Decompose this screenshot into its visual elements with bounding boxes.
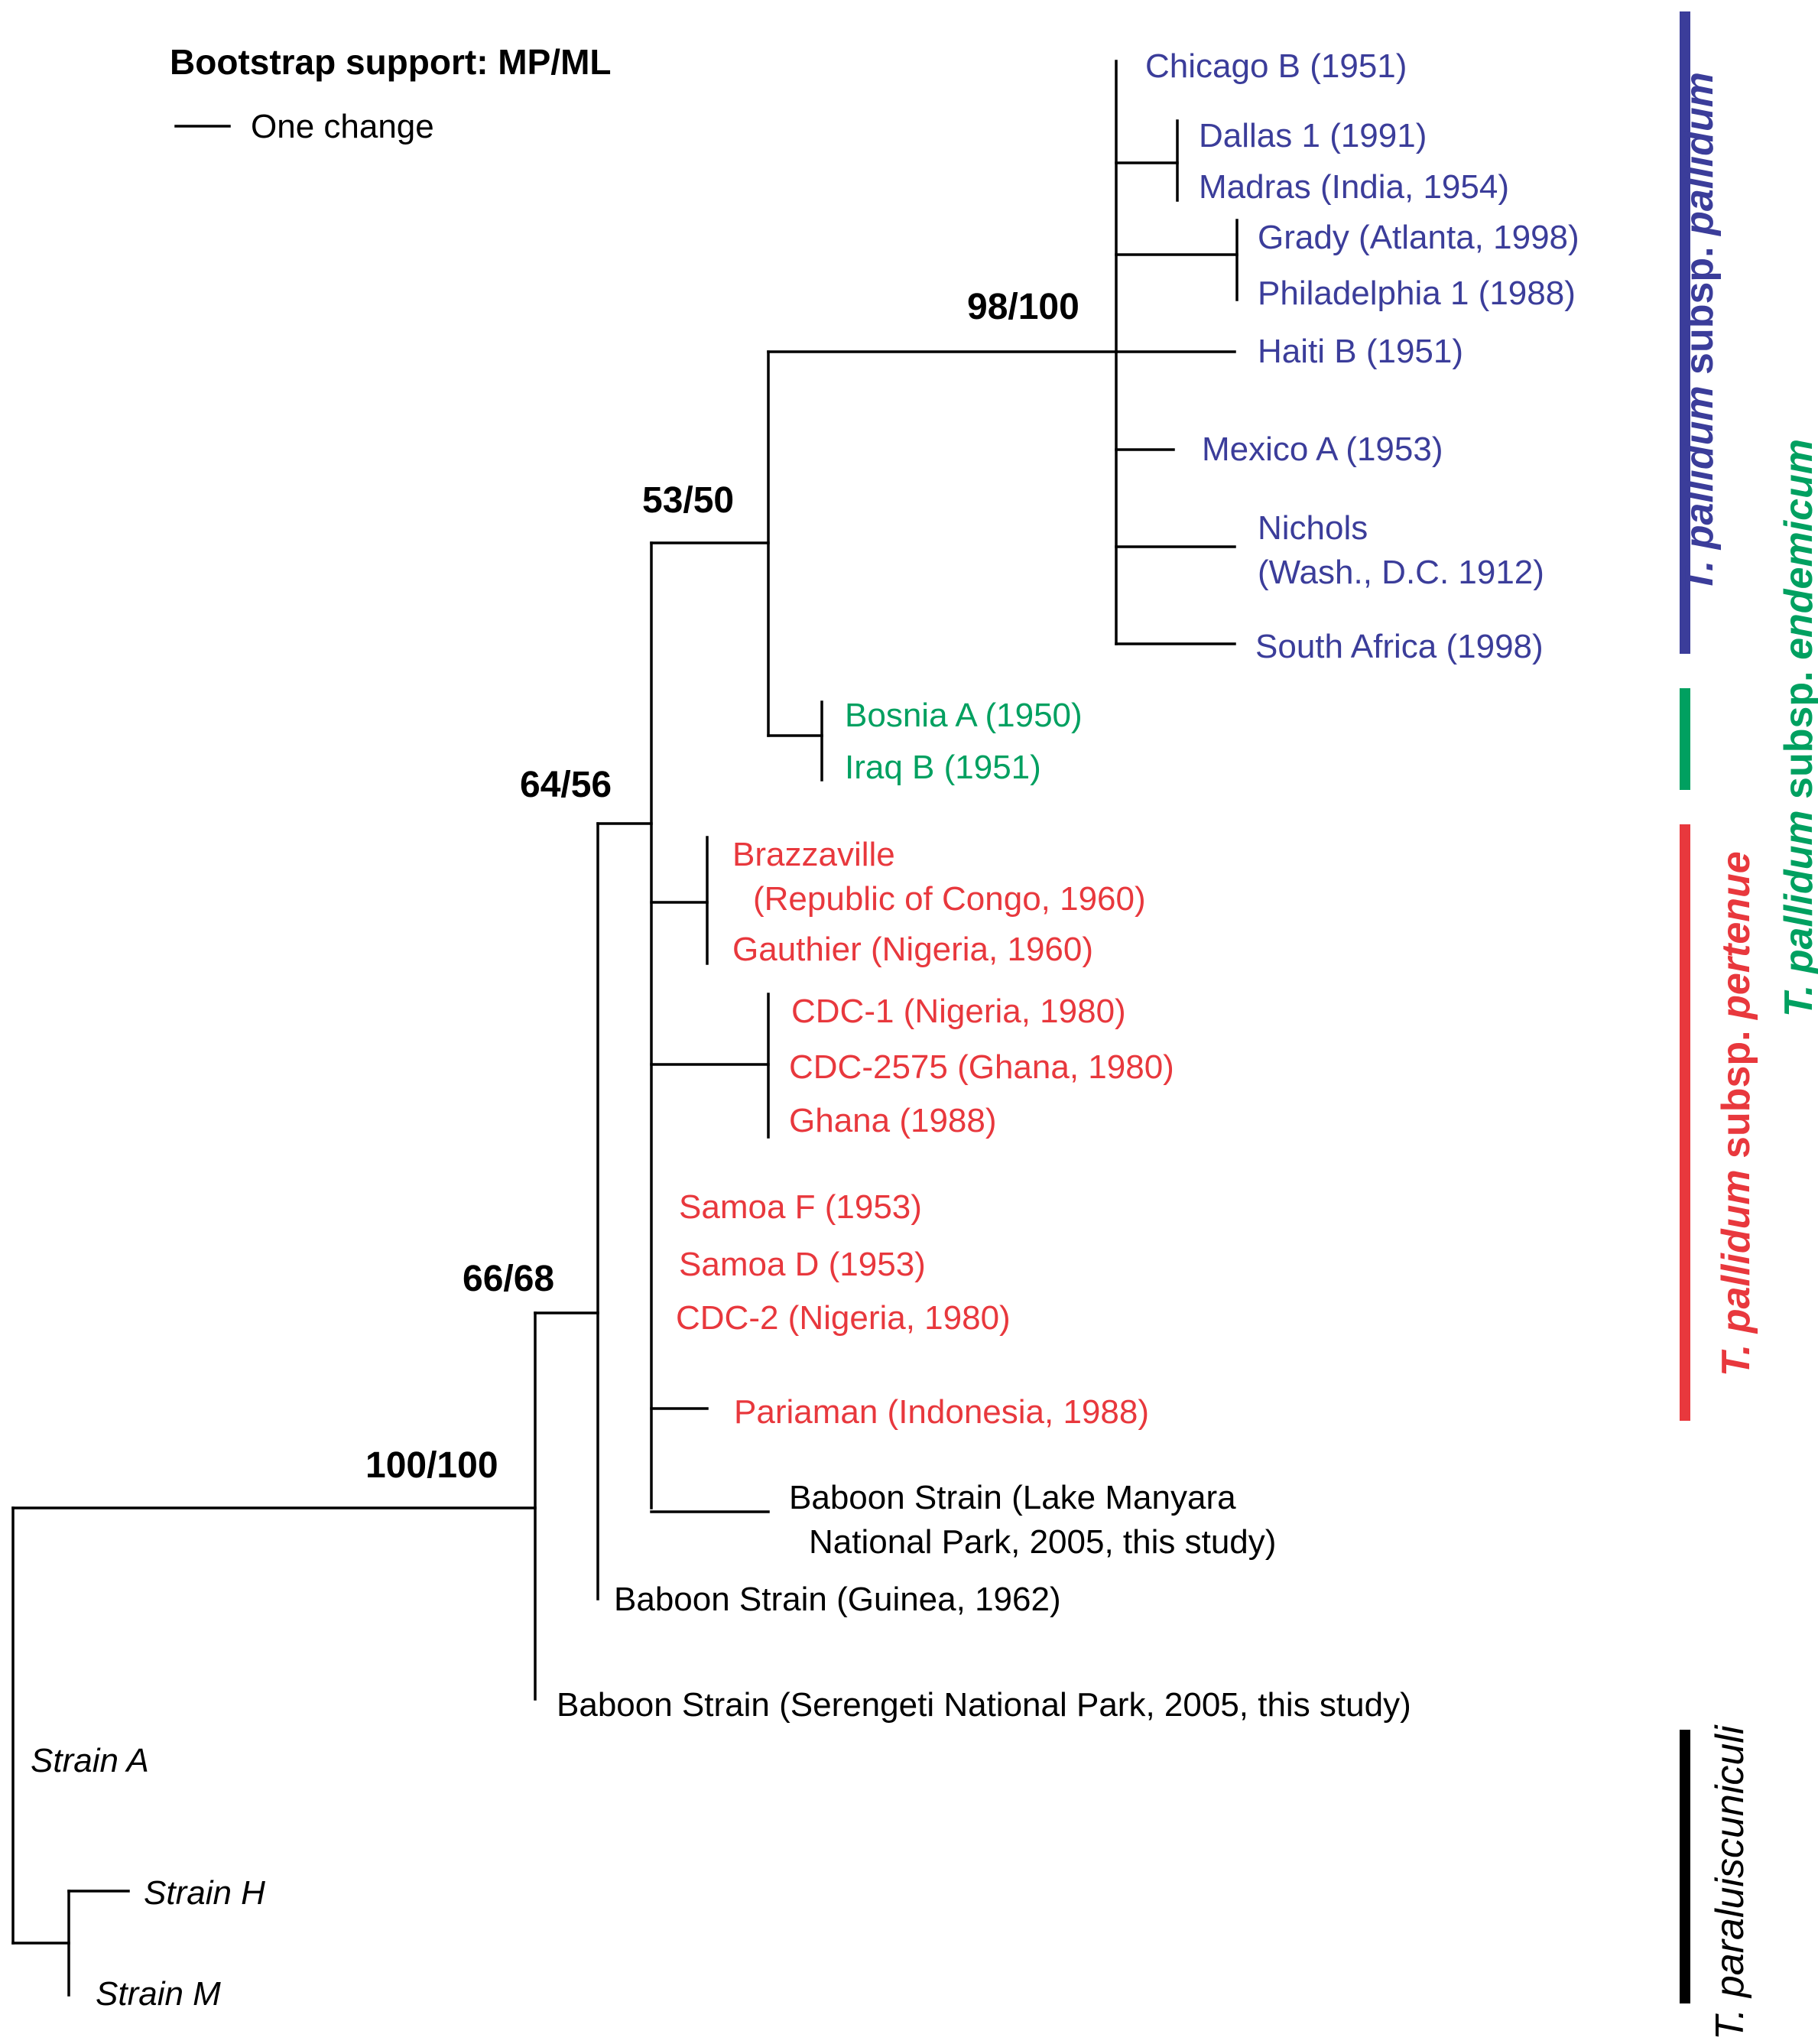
bootstrap-root: 100/100	[365, 1445, 498, 1486]
leaf-cdc1: CDC-1 (Nigeria, 1980)	[791, 993, 1126, 1030]
leaf-dallas: Dallas 1 (1991)	[1199, 117, 1427, 154]
bootstrap-64: 64/56	[520, 765, 612, 805]
leaf-gauthier: Gauthier (Nigeria, 1960)	[732, 931, 1093, 968]
leaf-strain-a: Strain A	[31, 1742, 149, 1779]
clade-label-endemicum: T. pallidum subsp. endemicum	[1777, 439, 1818, 1017]
clade-label-paraluiscuniculi: T. paraluiscuniculi	[1708, 1724, 1752, 2040]
leaf-haiti: Haiti B (1951)	[1258, 333, 1463, 370]
leaf-cdc2: CDC-2 (Nigeria, 1980)	[676, 1299, 1011, 1337]
leaf-strain-m: Strain M	[96, 1975, 221, 2013]
scale-label: One change	[251, 108, 434, 145]
leaf-nichols: Nichols	[1258, 509, 1368, 547]
clade-bar-pertenue	[1680, 824, 1690, 1421]
leaf-baboon-guinea: Baboon Strain (Guinea, 1962)	[614, 1581, 1061, 1618]
tree-branches	[11, 60, 1239, 1997]
leaf-brazzaville: Brazzaville	[732, 836, 895, 873]
leaf-iraq: Iraq B (1951)	[845, 749, 1041, 786]
clade-label-pallidum: T. pallidum subsp. pallidum	[1677, 72, 1722, 593]
leaf-pariaman: Pariaman (Indonesia, 1988)	[734, 1393, 1149, 1431]
leaf-strain-h: Strain H	[144, 1874, 265, 1912]
leaf-samoa-d: Samoa D (1953)	[679, 1246, 926, 1283]
leaf-brazzaville-detail: (Republic of Congo, 1960)	[753, 880, 1146, 918]
bootstrap-53: 53/50	[642, 480, 734, 521]
leaf-samoa-f: Samoa F (1953)	[679, 1188, 922, 1226]
leaf-mexico: Mexico A (1953)	[1202, 431, 1443, 468]
leaf-baboon-lake-manyara-detail: National Park, 2005, this study)	[809, 1523, 1276, 1561]
leaf-baboon-serengeti: Baboon Strain (Serengeti National Park, …	[557, 1686, 1411, 1724]
leaf-chicago: Chicago B (1951)	[1145, 47, 1407, 85]
clade-label-pertenue: T. pallidum subsp. pertenue	[1714, 851, 1758, 1376]
leaf-ghana: Ghana (1988)	[789, 1102, 997, 1139]
leaf-nichols-detail: (Wash., D.C. 1912)	[1258, 554, 1544, 591]
clade-bar-endemicum	[1680, 688, 1690, 790]
clade-bar-pallidum	[1680, 11, 1690, 654]
bootstrap-98: 98/100	[967, 287, 1079, 327]
leaf-bosnia: Bosnia A (1950)	[845, 697, 1083, 734]
bootstrap-66: 66/68	[463, 1259, 554, 1299]
leaf-baboon-lake-manyara: Baboon Strain (Lake Manyara	[789, 1479, 1236, 1516]
leaf-south-africa: South Africa (1998)	[1255, 628, 1544, 665]
clade-bar-paraluiscuniculi	[1680, 1730, 1690, 2003]
legend-title: Bootstrap support: MP/ML	[170, 42, 612, 82]
leaf-grady: Grady (Atlanta, 1998)	[1258, 219, 1579, 256]
leaf-cdc2575: CDC-2575 (Ghana, 1980)	[789, 1048, 1174, 1086]
leaf-philadelphia: Philadelphia 1 (1988)	[1258, 275, 1576, 312]
leaf-madras: Madras (India, 1954)	[1199, 168, 1509, 206]
